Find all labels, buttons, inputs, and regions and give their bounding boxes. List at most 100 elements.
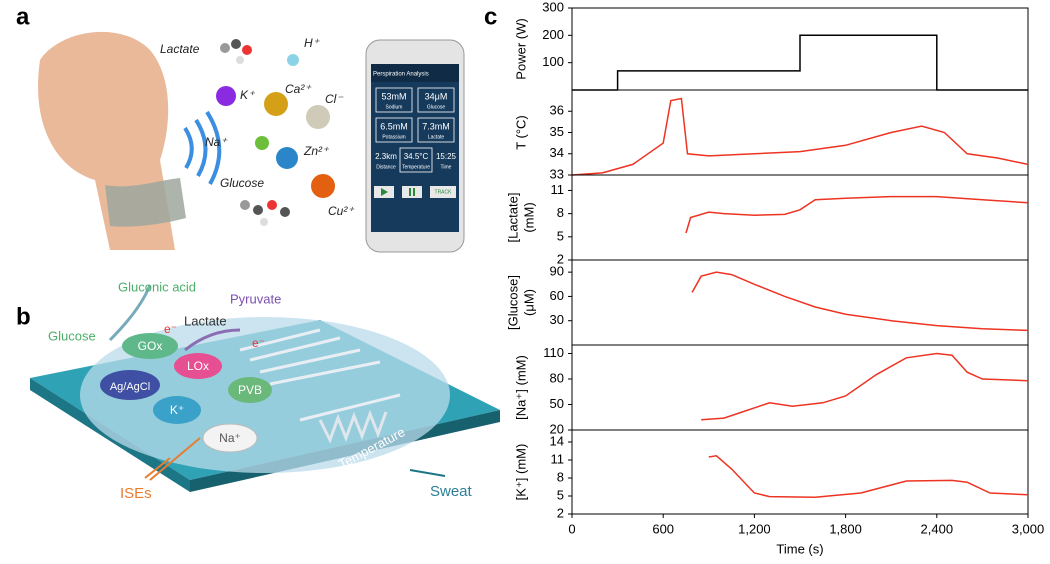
data-line	[686, 197, 1028, 233]
reading-label: Glucose	[427, 104, 446, 110]
reading-label: Time	[441, 164, 452, 170]
illustration-shape	[255, 136, 269, 150]
y-axis-label: Power (W)	[513, 18, 528, 79]
electron-label: e⁻	[252, 336, 265, 350]
reading-value: 15:25	[436, 152, 457, 161]
x-tick-label: 3,000	[1012, 521, 1045, 536]
y-tick-label: 50	[550, 396, 564, 411]
reading-label: Sodium	[386, 104, 403, 110]
y-tick-label: 200	[542, 27, 564, 42]
sensor-illustration	[30, 285, 500, 492]
ion-label: Lactate	[160, 42, 200, 56]
illustration-shape	[276, 147, 298, 169]
electrode-label: GOx	[138, 339, 163, 353]
x-tick-label: 600	[652, 521, 674, 536]
ion-label: Na⁺	[205, 135, 228, 149]
reaction-label: Gluconic acid	[118, 279, 196, 294]
y-tick-label: 5	[557, 228, 564, 243]
ion-label: Cl⁻	[325, 92, 344, 106]
panel-label: c	[484, 3, 497, 30]
illustration-shape	[240, 200, 250, 210]
plot-frame	[572, 175, 1028, 260]
data-line	[572, 99, 1028, 176]
y-tick-label: 300	[542, 0, 564, 14]
x-tick-label: 2,400	[921, 521, 954, 536]
illustration-shape	[231, 39, 241, 49]
y-axis-label: [K⁺] (mM)	[513, 444, 528, 501]
x-tick-label: 1,200	[738, 521, 771, 536]
reaction-label: Glucose	[48, 328, 96, 343]
y-axis-label: T (°C)	[513, 115, 528, 150]
illustration-shape	[242, 45, 252, 55]
illustration-shape	[220, 43, 230, 53]
reading-value: 34μM	[425, 91, 448, 101]
illustration-shape	[410, 470, 445, 476]
y-axis-label: (mM)	[521, 202, 536, 232]
x-tick-label: 0	[568, 521, 575, 536]
reading-label: Temperature	[402, 164, 430, 170]
sweat-label: Sweat	[430, 483, 473, 500]
y-axis-label: (μM)	[521, 289, 536, 316]
electrode-label: Na⁺	[219, 431, 241, 445]
illustration-shape	[409, 188, 411, 196]
panel-label: b	[16, 303, 31, 330]
wrist-illustration	[38, 32, 219, 250]
reading-value: 2.3km	[375, 152, 397, 161]
electrode-label: Ag/AgCl	[110, 381, 150, 393]
illustration-shape	[402, 186, 422, 198]
y-tick-label: 34	[550, 145, 564, 160]
illustration-shape	[413, 188, 415, 196]
y-tick-label: 36	[550, 103, 564, 118]
x-axis-label: Time (s)	[776, 541, 823, 556]
illustration-shape	[253, 205, 263, 215]
illustration-shape	[311, 174, 335, 198]
electrode-label: K⁺	[170, 403, 184, 417]
y-tick-label: 110	[543, 345, 564, 360]
illustration-shape	[260, 218, 268, 226]
y-tick-label: 60	[550, 288, 564, 303]
illustration-shape	[267, 200, 277, 210]
panel-label: a	[16, 3, 30, 30]
data-line	[709, 456, 1028, 497]
y-tick-label: 14	[550, 433, 564, 448]
illustration-shape	[287, 54, 299, 66]
y-tick-label: 35	[550, 124, 564, 139]
phone-title: Perspiration Analysis	[373, 72, 429, 78]
figure: a b c Lactate H⁺ K⁺ Ca²⁺ Cl⁻ Na⁺ Zn²⁺ Gl…	[0, 0, 1050, 564]
reading-value: 53mM	[381, 91, 406, 101]
page: {"panel_labels": ["a", "b", "c"], "panel…	[0, 0, 1050, 564]
data-line	[701, 354, 1028, 420]
y-tick-label: 8	[557, 469, 564, 484]
ion-label: Zn²⁺	[303, 144, 330, 158]
y-tick-label: 8	[557, 205, 564, 220]
y-tick-label: 30	[550, 312, 564, 327]
ion-label: Glucose	[220, 176, 264, 190]
electrode-label: LOx	[187, 359, 209, 373]
body: a b c Lactate H⁺ K⁺ Ca²⁺ Cl⁻ Na⁺ Zn²⁺ Gl…	[0, 0, 1050, 564]
ion-label: Ca²⁺	[285, 82, 312, 96]
reading-label: Distance	[376, 164, 396, 170]
illustration-shape	[306, 105, 330, 129]
y-tick-label: 90	[550, 264, 564, 279]
reaction-label: Pyruvate	[230, 291, 281, 306]
y-axis-label: [Glucose]	[505, 275, 520, 330]
reading-value: 6.5mM	[380, 121, 408, 131]
reading-value: 7.3mM	[422, 121, 450, 131]
reading-value: 34.5°C	[404, 152, 429, 161]
illustration-shape	[236, 56, 244, 64]
y-tick-label: 33	[550, 166, 564, 181]
y-tick-label: 100	[542, 54, 564, 69]
plot-frame	[572, 260, 1028, 345]
illustration-shape	[280, 207, 290, 217]
reading-label: Lactate	[428, 134, 445, 140]
data-line	[692, 272, 1028, 330]
y-tick-label: 2	[557, 505, 564, 520]
y-axis-label: [Lactate]	[505, 193, 520, 243]
ion-label: Cu²⁺	[328, 204, 355, 218]
y-tick-label: 11	[551, 182, 565, 197]
data-line	[572, 35, 1028, 90]
plot-frame	[572, 345, 1028, 430]
ion-spheres	[216, 39, 335, 226]
electron-label: e⁻	[164, 322, 177, 336]
x-tick-label: 1,800	[829, 521, 862, 536]
